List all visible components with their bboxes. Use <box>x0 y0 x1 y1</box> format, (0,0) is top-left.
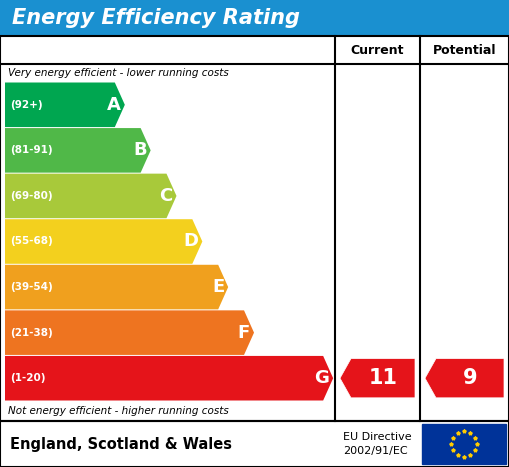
Polygon shape <box>5 128 151 173</box>
Polygon shape <box>5 174 177 218</box>
Text: Potential: Potential <box>433 43 496 57</box>
Text: (39-54): (39-54) <box>10 282 53 292</box>
Text: E: E <box>212 278 224 296</box>
Text: A: A <box>107 96 121 114</box>
Text: C: C <box>159 187 173 205</box>
Polygon shape <box>340 359 415 398</box>
Bar <box>0 0 509 36</box>
Bar <box>0 421 509 467</box>
Text: (1-20): (1-20) <box>10 373 45 383</box>
Polygon shape <box>425 359 504 398</box>
Polygon shape <box>5 83 125 127</box>
Text: (69-80): (69-80) <box>10 191 52 201</box>
Polygon shape <box>5 265 228 309</box>
Polygon shape <box>5 219 203 264</box>
Text: (81-91): (81-91) <box>10 145 52 156</box>
Text: England, Scotland & Wales: England, Scotland & Wales <box>10 437 232 452</box>
Text: Very energy efficient - lower running costs: Very energy efficient - lower running co… <box>8 68 229 78</box>
Bar <box>0 421 509 467</box>
Polygon shape <box>5 356 333 401</box>
Text: Current: Current <box>351 43 404 57</box>
Text: F: F <box>238 324 250 342</box>
Text: (55-68): (55-68) <box>10 236 53 247</box>
Bar <box>0 36 509 421</box>
Text: Energy Efficiency Rating: Energy Efficiency Rating <box>12 8 300 28</box>
Text: D: D <box>183 233 199 250</box>
Text: G: G <box>314 369 329 387</box>
Bar <box>422 424 506 464</box>
Text: 11: 11 <box>369 368 398 388</box>
Text: 9: 9 <box>463 368 477 388</box>
Text: (21-38): (21-38) <box>10 328 53 338</box>
Text: Not energy efficient - higher running costs: Not energy efficient - higher running co… <box>8 406 229 416</box>
Text: (92+): (92+) <box>10 100 43 110</box>
Text: B: B <box>133 142 147 159</box>
Text: EU Directive: EU Directive <box>343 432 412 442</box>
Text: 2002/91/EC: 2002/91/EC <box>343 446 408 456</box>
Polygon shape <box>5 311 254 355</box>
